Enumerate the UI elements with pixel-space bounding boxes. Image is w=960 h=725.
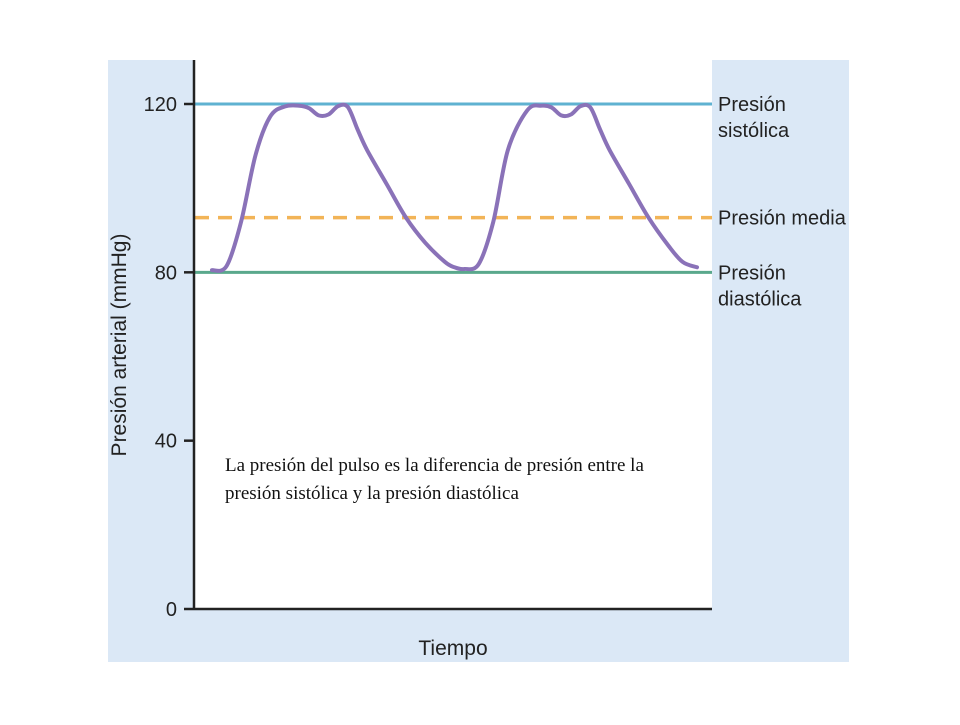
caption-line-2: presión sistólica y la presión diastólic… <box>225 483 519 504</box>
y-tick-label-120: 120 <box>144 94 177 116</box>
pressure-waveform-line <box>210 102 699 273</box>
diastolic-label-line-1: Presión <box>718 262 786 284</box>
systolic-label-line-2: sistólica <box>718 120 790 142</box>
plot-area <box>195 60 712 610</box>
reference-lines <box>195 102 712 274</box>
x-axis-label: Tiempo <box>418 637 487 660</box>
diastolic-label-line-2: diastólica <box>718 288 802 310</box>
pulse-pressure-caption: La presión del pulso es la diferencia de… <box>225 452 765 508</box>
reference-line-labels: Presión sistólica Presión media Presión dias… <box>718 94 847 310</box>
systolic-label-line-1: Presión <box>718 94 786 116</box>
caption-line-1: La presión del pulso es la diferencia de… <box>225 455 644 476</box>
y-tick-label-40: 40 <box>155 431 177 453</box>
y-axis-ticks: 0 40 80 120 <box>144 94 194 621</box>
y-axis-label: Presión arterial (mmHg) <box>108 234 131 457</box>
mean-label-line-1: Presión media <box>718 208 847 230</box>
y-tick-label-80: 80 <box>155 262 177 284</box>
y-tick-label-0: 0 <box>166 599 177 621</box>
